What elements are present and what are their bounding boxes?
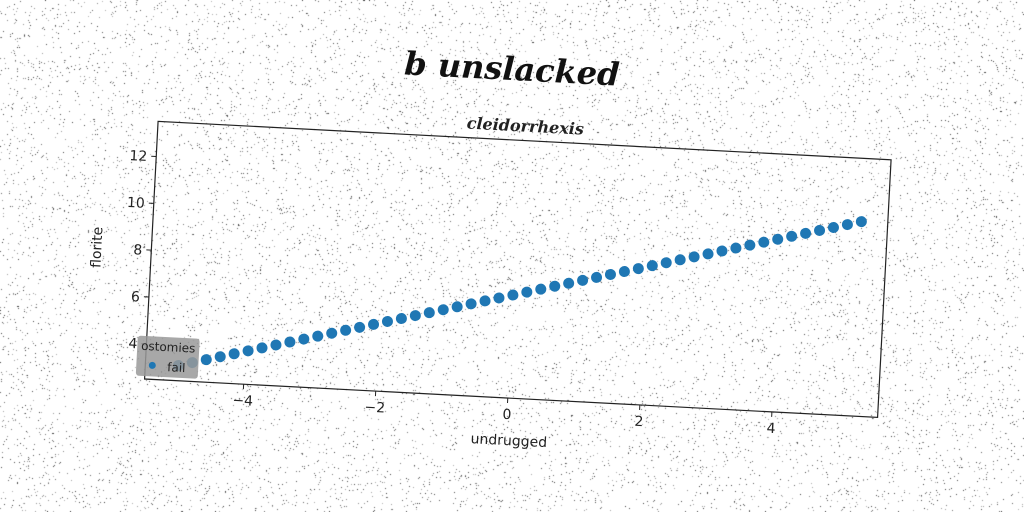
y-tick-label: 10 <box>127 195 146 212</box>
data-point <box>381 315 393 327</box>
data-point <box>618 266 630 278</box>
data-point <box>493 292 505 304</box>
data-point <box>521 286 533 298</box>
data-point <box>507 289 519 301</box>
data-point <box>827 222 839 234</box>
legend-entry-label: fail <box>167 360 186 375</box>
plot-frame <box>143 120 892 419</box>
data-point <box>354 321 366 333</box>
data-point <box>855 216 867 228</box>
data-point <box>660 257 672 269</box>
legend-title: ostomies <box>141 339 196 356</box>
x-tick-label: 0 <box>502 407 512 423</box>
data-point <box>368 318 380 330</box>
data-point <box>688 251 700 263</box>
x-axis-ticks: −4 −2 0 2 4 <box>232 384 776 437</box>
data-point <box>465 298 477 310</box>
data-point <box>702 248 714 260</box>
data-point <box>549 280 561 292</box>
data-point <box>772 233 784 245</box>
series-points <box>172 216 867 372</box>
data-point <box>674 254 686 266</box>
data-point <box>632 263 644 275</box>
legend-marker <box>148 361 156 369</box>
data-point <box>423 307 435 319</box>
y-tick-label: 12 <box>129 148 148 165</box>
chart-title: cleidorrhexis <box>466 114 584 139</box>
data-point <box>409 310 421 322</box>
y-tick-label: 6 <box>131 289 141 305</box>
y-axis-label: florite <box>88 226 106 268</box>
data-point <box>270 339 282 351</box>
data-point <box>786 230 798 242</box>
data-point <box>604 268 616 280</box>
data-point <box>395 313 407 325</box>
data-point <box>563 277 575 289</box>
data-point <box>800 227 812 239</box>
data-point <box>200 354 212 366</box>
legend: ostomies fail <box>135 335 200 379</box>
data-point <box>730 242 742 254</box>
data-point <box>228 348 240 360</box>
data-point <box>758 236 770 248</box>
data-point <box>535 283 547 295</box>
data-point <box>841 219 853 231</box>
data-point <box>214 351 226 363</box>
y-axis-ticks: 4 6 8 10 12 <box>127 148 157 352</box>
data-point <box>716 245 728 257</box>
x-tick-label: −4 <box>232 393 254 410</box>
data-point <box>591 271 603 283</box>
data-point <box>340 324 352 336</box>
data-point <box>479 295 491 307</box>
data-point <box>814 224 826 236</box>
data-point <box>646 260 658 272</box>
y-tick-label: 4 <box>128 336 138 352</box>
data-point <box>242 345 254 357</box>
x-axis-label: undrugged <box>470 431 547 451</box>
x-tick-label: 2 <box>634 414 644 430</box>
data-point <box>577 274 589 286</box>
x-tick-label: −2 <box>364 400 385 417</box>
data-point <box>312 330 324 342</box>
data-point <box>437 304 449 316</box>
x-tick-label: 4 <box>766 421 776 437</box>
data-point <box>298 333 310 345</box>
data-point <box>744 239 756 251</box>
data-point <box>284 336 296 348</box>
y-tick-label: 8 <box>133 242 143 258</box>
data-point <box>451 301 463 313</box>
data-point <box>256 342 268 354</box>
data-point <box>326 327 338 339</box>
